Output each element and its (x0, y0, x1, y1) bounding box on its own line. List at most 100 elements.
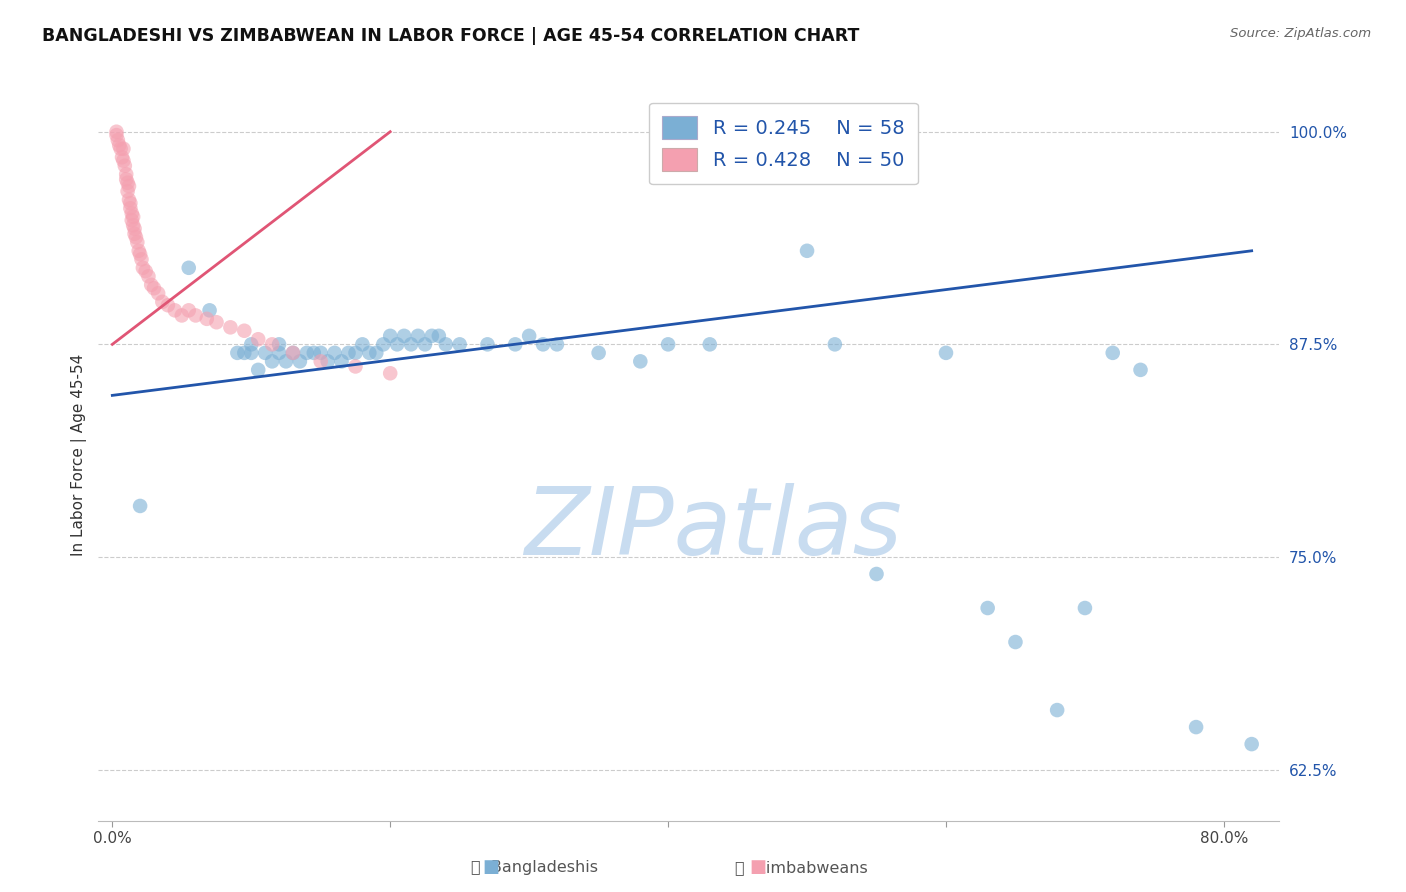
Point (127, 235, 149, 250)
Point (114, 159, 136, 173)
Point (111, 150, 134, 164)
Point (117, 176, 139, 190)
Point (233, 324, 256, 338)
Point (118, 193, 141, 207)
Point (503, 337, 526, 351)
Point (131, 252, 153, 267)
Point (115, 167, 138, 181)
Point (107, 133, 129, 147)
Point (434, 337, 457, 351)
Point (267, 346, 290, 360)
Point (112, 153, 135, 168)
Point (657, 337, 679, 351)
Point (352, 337, 374, 351)
Legend: R = 0.245    N = 58, R = 0.428    N = 50: R = 0.245 N = 58, R = 0.428 N = 50 (648, 103, 918, 185)
Text: ⬜  Bangladeshis: ⬜ Bangladeshis (471, 861, 598, 875)
Point (865, 566, 887, 581)
Point (124, 227, 146, 241)
Point (976, 601, 998, 615)
Point (219, 320, 242, 334)
Point (427, 329, 450, 343)
Point (247, 363, 270, 377)
Point (1185, 720, 1208, 734)
Point (110, 142, 132, 156)
Point (135, 264, 157, 278)
Point (125, 230, 148, 244)
Text: BANGLADESHI VS ZIMBABWEAN IN LABOR FORCE | AGE 45-54 CORRELATION CHART: BANGLADESHI VS ZIMBABWEAN IN LABOR FORCE… (42, 27, 859, 45)
Point (699, 337, 721, 351)
Point (138, 269, 160, 284)
Point (132, 260, 155, 275)
Y-axis label: In Labor Force | Age 45-54: In Labor Force | Age 45-54 (72, 354, 87, 556)
Point (1240, 737, 1263, 751)
Point (546, 337, 568, 351)
Point (122, 210, 145, 224)
Point (117, 184, 139, 198)
Point (323, 346, 346, 360)
Text: ■: ■ (482, 858, 499, 876)
Point (330, 354, 353, 368)
Point (1129, 363, 1152, 377)
Point (120, 196, 142, 211)
Point (392, 329, 415, 343)
Point (337, 346, 360, 360)
Point (163, 303, 186, 318)
Point (302, 346, 325, 360)
Point (380, 366, 402, 380)
Point (121, 213, 143, 227)
Point (406, 329, 429, 343)
Point (274, 354, 297, 368)
Point (366, 346, 388, 360)
Point (628, 354, 651, 368)
Point (1074, 601, 1097, 615)
Point (143, 281, 166, 295)
Point (240, 346, 263, 360)
Point (150, 294, 173, 309)
Point (316, 354, 339, 368)
Point (262, 354, 284, 368)
Point (108, 138, 131, 153)
Point (824, 337, 846, 351)
Point (177, 303, 200, 318)
Text: Source: ZipAtlas.com: Source: ZipAtlas.com (1230, 27, 1371, 40)
Point (105, 128, 128, 142)
Point (112, 142, 135, 156)
Point (262, 337, 284, 351)
Point (195, 311, 218, 326)
Point (247, 332, 270, 346)
Point (115, 172, 138, 186)
Point (380, 329, 402, 343)
Text: ⬜  Zimbabweans: ⬜ Zimbabweans (735, 861, 868, 875)
Point (205, 315, 228, 329)
Point (309, 354, 332, 368)
Point (122, 219, 145, 233)
Point (170, 309, 193, 323)
Point (198, 303, 221, 318)
Point (129, 247, 152, 261)
Point (128, 244, 150, 258)
Point (1101, 346, 1123, 360)
Point (373, 337, 395, 351)
Point (344, 346, 367, 360)
Point (517, 329, 540, 343)
Point (288, 354, 311, 368)
Point (129, 499, 152, 513)
Point (233, 346, 256, 360)
Point (177, 260, 200, 275)
Point (281, 346, 304, 360)
Text: ■: ■ (749, 858, 766, 876)
Text: ZIPatlas: ZIPatlas (523, 483, 901, 574)
Point (449, 337, 471, 351)
Point (184, 309, 207, 323)
Point (121, 206, 143, 220)
Point (1046, 703, 1069, 717)
Point (295, 346, 318, 360)
Point (267, 337, 290, 351)
Point (359, 346, 381, 360)
Point (420, 329, 443, 343)
Point (156, 298, 179, 312)
Point (254, 346, 277, 360)
Point (477, 337, 499, 351)
Point (588, 346, 610, 360)
Point (118, 179, 141, 194)
